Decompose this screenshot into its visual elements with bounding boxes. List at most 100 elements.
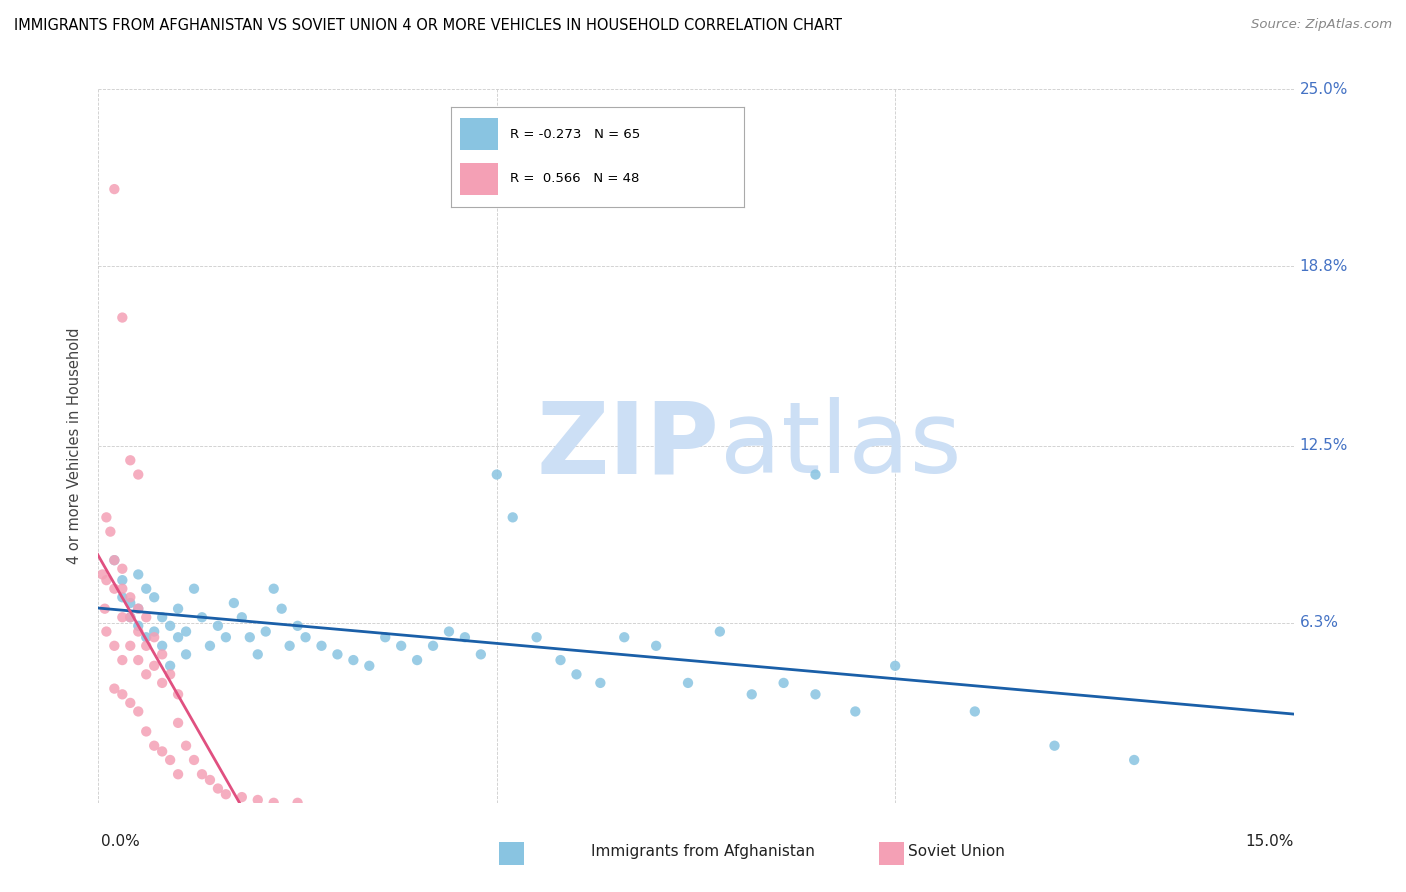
Point [287,619,309,633]
Point [287,796,309,810]
Text: 15.0%: 15.0% [1246,834,1294,849]
Point [1043,739,1066,753]
Point [374,630,396,644]
Point [111,687,134,701]
Point [120,639,142,653]
Point [127,601,149,615]
Point [191,610,214,624]
Point [174,739,197,753]
Point [150,676,173,690]
Point [127,653,149,667]
Point [884,658,907,673]
Point [263,796,285,810]
Point [120,591,142,605]
Point [143,739,166,753]
Point [565,667,588,681]
Point [183,582,205,596]
Point [111,582,134,596]
Point [135,667,157,681]
Point [159,667,181,681]
Point [207,619,229,633]
Point [111,653,134,667]
Point [741,687,763,701]
Point [963,705,986,719]
Point [111,591,134,605]
Point [120,596,142,610]
Point [804,687,827,701]
Point [150,639,173,653]
Point [263,582,285,596]
Point [844,705,866,719]
Point [198,772,221,787]
Text: Source: ZipAtlas.com: Source: ZipAtlas.com [1251,18,1392,31]
Point [342,653,364,667]
Point [159,753,181,767]
Point [94,601,117,615]
Point [96,573,118,587]
Point [502,510,524,524]
Point [167,630,190,644]
Point [676,676,699,690]
Point [550,653,572,667]
Point [143,658,166,673]
Point [111,562,134,576]
Point [804,467,827,482]
Point [311,639,333,653]
Point [485,467,508,482]
Point [437,624,460,639]
Point [1123,753,1146,767]
Point [143,624,166,639]
Point [215,630,238,644]
Point [254,624,277,639]
Point [406,653,429,667]
Point [526,630,548,644]
Text: 0.0%: 0.0% [101,834,141,849]
Point [120,610,142,624]
Point [645,639,668,653]
Point [709,624,731,639]
Point [589,676,612,690]
Point [326,648,349,662]
Point [174,648,197,662]
Text: 25.0%: 25.0% [1299,82,1348,96]
Point [103,182,125,196]
Point [111,610,134,624]
Point [159,658,181,673]
Point [111,310,134,325]
Point [294,630,316,644]
Point [150,648,173,662]
Point [120,610,142,624]
Point [231,610,253,624]
Point [135,724,157,739]
Point [359,658,381,673]
Point [127,467,149,482]
Point [246,648,269,662]
Point [96,510,118,524]
Point [150,610,173,624]
Point [96,624,118,639]
Point [246,793,269,807]
Text: 6.3%: 6.3% [1299,615,1339,631]
Point [127,705,149,719]
Point [191,767,214,781]
Point [422,639,444,653]
Point [215,787,238,801]
Point [167,687,190,701]
Point [111,573,134,587]
Point [159,619,181,633]
Point [135,639,157,653]
Text: IMMIGRANTS FROM AFGHANISTAN VS SOVIET UNION 4 OR MORE VEHICLES IN HOUSEHOLD CORR: IMMIGRANTS FROM AFGHANISTAN VS SOVIET UN… [14,18,842,33]
Point [103,582,125,596]
Point [127,624,149,639]
Point [207,781,229,796]
Point [143,591,166,605]
Point [135,630,157,644]
Point [454,630,477,644]
Point [103,681,125,696]
Point [183,753,205,767]
Point [150,744,173,758]
Point [470,648,492,662]
Point [772,676,794,690]
Point [167,601,190,615]
Point [135,610,157,624]
